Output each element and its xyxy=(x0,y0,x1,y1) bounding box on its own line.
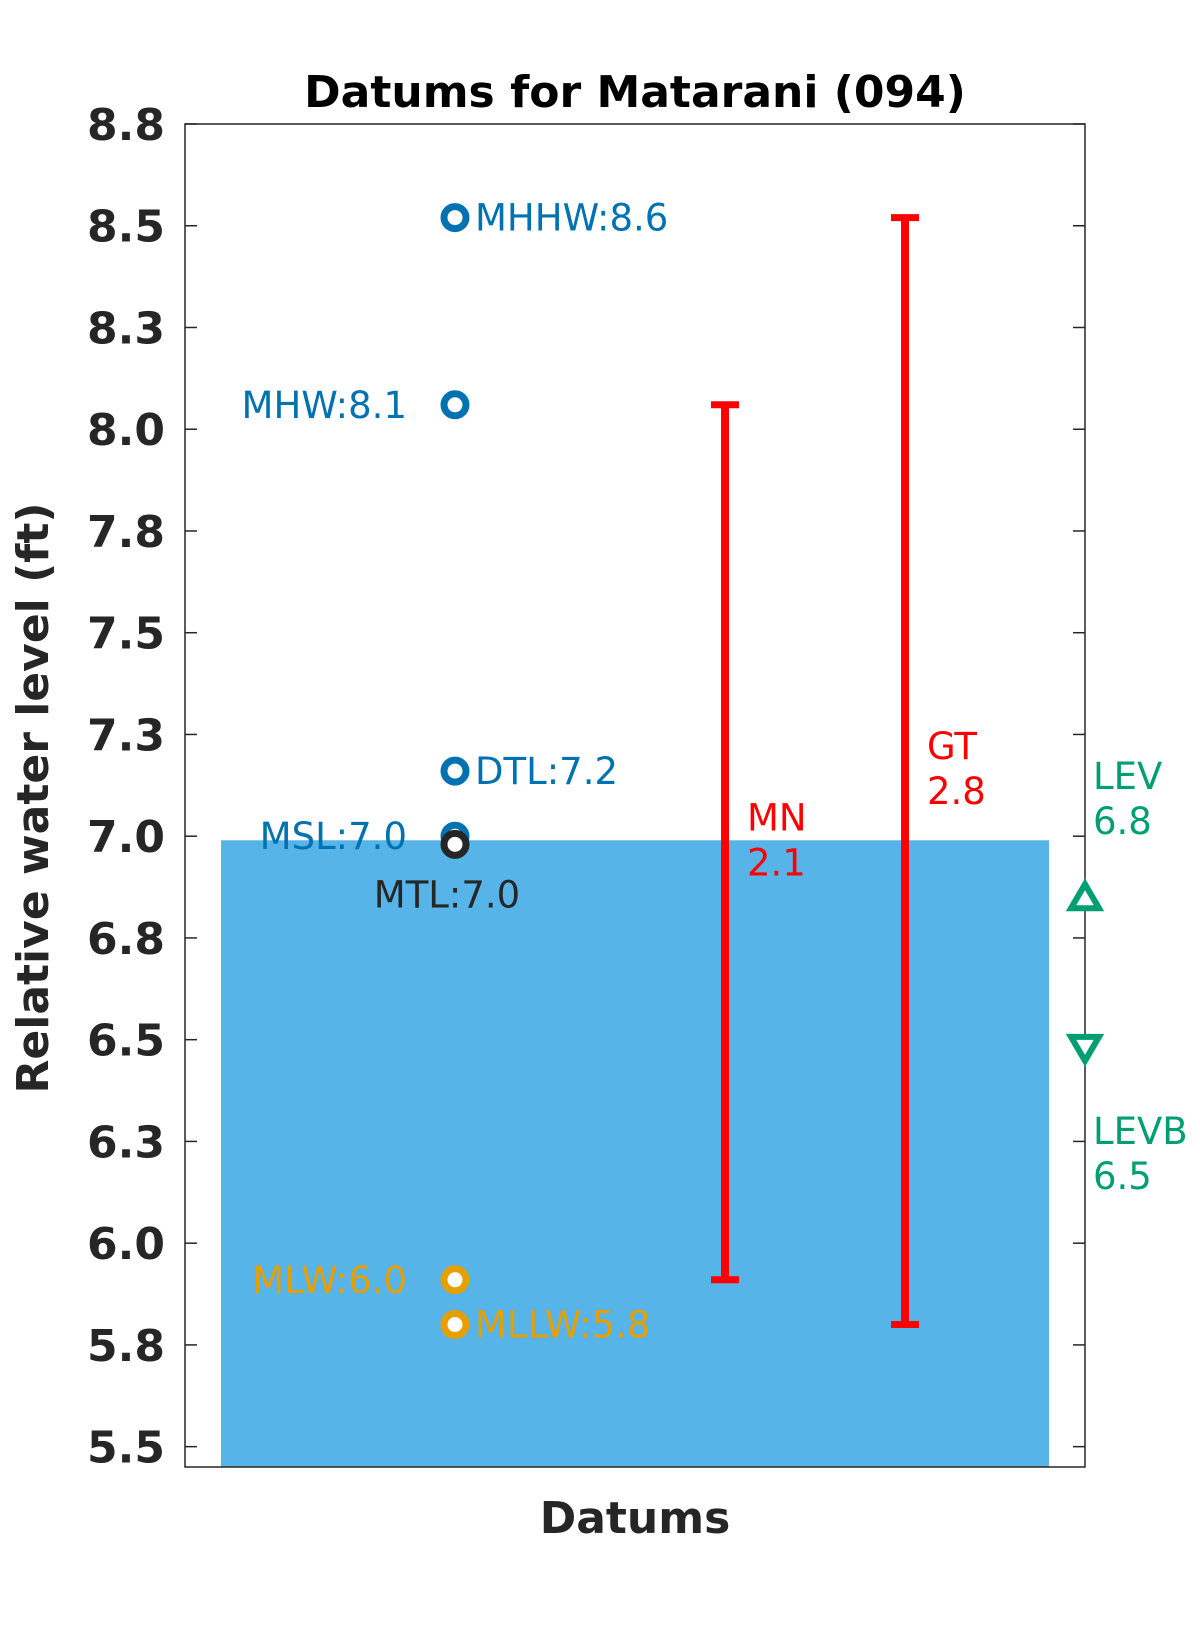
y-tick-label: 6.3 xyxy=(87,1117,165,1168)
extreme-label-name: LEVB xyxy=(1093,1110,1188,1153)
datum-marker-mhw xyxy=(440,390,470,420)
y-tick-label: 7.3 xyxy=(87,710,165,761)
plot-area: 8.8 8.5 8.3 8.0 7.8 7.5 7.3 7.0 6.8 6.5 6.3 6.0 5.8 5… xyxy=(87,100,1188,1474)
y-tick-label: 6.0 xyxy=(87,1219,165,1270)
x-axis-title: Datums xyxy=(540,1493,731,1544)
datum-label-mllw: MLLW:5.8 xyxy=(475,1304,650,1347)
datum-label-msl: MSL:7.0 xyxy=(260,815,407,858)
range-label-value: 2.1 xyxy=(747,841,806,884)
mean-water-bar xyxy=(221,840,1049,1467)
datum-label-dtl: DTL:7.2 xyxy=(475,750,618,793)
y-tick-label: 7.8 xyxy=(87,507,165,558)
datum-marker-mtl xyxy=(440,829,470,859)
y-tick-label: 8.8 xyxy=(87,100,165,151)
y-tick-label: 8.0 xyxy=(87,405,165,456)
extreme-label-name: LEV xyxy=(1093,755,1162,798)
y-tick-label: 6.5 xyxy=(87,1016,165,1067)
datum-label-mlw: MLW:6.0 xyxy=(252,1259,407,1302)
range-label-name: GT xyxy=(927,725,977,768)
datum-marker-mllw xyxy=(440,1310,470,1340)
y-axis-title: Relative water level (ft) xyxy=(8,503,59,1094)
datum-label-mtl: MTL:7.0 xyxy=(374,873,520,916)
y-tick-label: 7.5 xyxy=(87,609,165,660)
y-tick-label: 7.0 xyxy=(87,812,165,863)
range-label-name: MN xyxy=(747,796,807,839)
datum-marker-dtl xyxy=(440,756,470,786)
datum-label-mhhw: MHHW:8.6 xyxy=(475,197,668,240)
datum-label-mhw: MHW:8.1 xyxy=(242,384,407,427)
y-tick-label: 5.5 xyxy=(87,1423,165,1474)
datum-marker-mlw xyxy=(440,1265,470,1295)
datum-marker-mhhw xyxy=(440,203,470,233)
extreme-marker-lev xyxy=(1065,878,1105,912)
extreme-marker-levb xyxy=(1065,1033,1105,1067)
chart-title: Datums for Matarani (094) xyxy=(304,67,966,118)
y-tick-label: 6.8 xyxy=(87,914,165,965)
axes-frame xyxy=(184,123,1086,1468)
extreme-label-value: 6.8 xyxy=(1093,800,1152,843)
extreme-label-value: 6.5 xyxy=(1093,1155,1152,1198)
y-tick-label: 8.3 xyxy=(87,303,165,354)
y-tick-label: 5.8 xyxy=(87,1321,165,1372)
y-tick-label: 8.5 xyxy=(87,202,165,253)
range-label-value: 2.8 xyxy=(927,770,986,813)
